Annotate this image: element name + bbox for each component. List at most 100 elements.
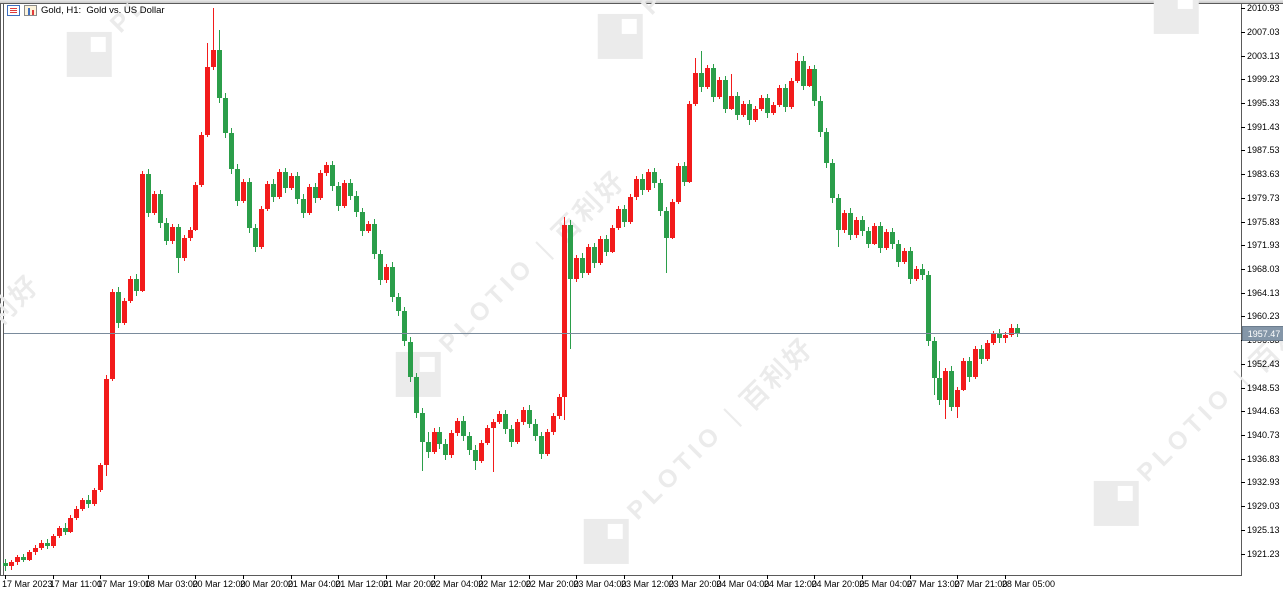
- time-axis-label: 27 Mar 13:00: [906, 579, 960, 589]
- price-axis-label: 2003.13: [1247, 50, 1280, 61]
- window-left-edge: [0, 3, 1, 576]
- candle-body: [914, 268, 919, 279]
- price-axis-tick: [1241, 55, 1245, 57]
- plot-left-border: [3, 3, 4, 576]
- price-axis-tick: [1241, 102, 1245, 104]
- candle-body: [973, 349, 978, 377]
- price-axis-tick: [1241, 31, 1245, 33]
- time-axis-label: 22 Mar 12:00: [478, 579, 532, 589]
- chart-list-icon[interactable]: [7, 5, 20, 16]
- candle-body: [932, 340, 937, 378]
- price-axis-tick: [1241, 174, 1245, 176]
- price-axis-tick: [1241, 411, 1245, 413]
- candle-body: [771, 104, 776, 113]
- price-axis-label: 1932.93: [1247, 477, 1280, 488]
- candle-body: [920, 268, 925, 276]
- watermark-brand-en: PLOTIO: [433, 251, 541, 358]
- plotio-logo-icon: [583, 518, 629, 564]
- price-axis-line[interactable]: [1241, 3, 1242, 576]
- price-axis-label: 1929.03: [1247, 501, 1280, 512]
- candle-body: [324, 165, 329, 174]
- candle-body: [57, 528, 62, 537]
- candle-body: [182, 238, 187, 259]
- candle-wick: [213, 8, 214, 70]
- time-axis-tick: [52, 575, 54, 579]
- price-axis-tick: [1241, 197, 1245, 199]
- price-axis-label: 1983.63: [1247, 169, 1280, 180]
- candle-body: [824, 132, 829, 164]
- time-axis-tick: [671, 575, 673, 579]
- plotio-logo-icon: [1153, 0, 1199, 34]
- watermark-separator: |: [717, 402, 744, 429]
- candle-body: [229, 132, 234, 169]
- candle-body: [545, 432, 550, 454]
- candle-body: [896, 244, 901, 262]
- time-axis-tick: [195, 575, 197, 579]
- candle-body: [3, 563, 8, 566]
- candle-body: [979, 349, 984, 360]
- price-axis-label: 1968.03: [1247, 263, 1280, 274]
- candle-body: [307, 187, 312, 214]
- time-axis-tick: [243, 575, 245, 579]
- time-axis-label: 22 Mar 04:00: [430, 579, 484, 589]
- price-axis-label: 1948.53: [1247, 382, 1280, 393]
- candle-body: [670, 202, 675, 238]
- price-axis-label: 1999.23: [1247, 74, 1280, 85]
- time-axis-tick: [147, 575, 149, 579]
- watermark-separator: |: [529, 235, 556, 262]
- current-price-badge: 1957.47: [1242, 326, 1283, 342]
- candle-body: [1009, 327, 1014, 336]
- price-axis-tick: [1241, 553, 1245, 555]
- watermark-brand-en: PLOTIO: [621, 418, 729, 525]
- time-axis-line[interactable]: [0, 575, 1242, 576]
- candle-body: [687, 104, 692, 182]
- price-axis-tick: [1241, 126, 1245, 128]
- plotio-watermark: PLOTIO|百利好: [0, 261, 49, 510]
- plotio-logo-icon: [597, 13, 643, 59]
- time-axis-label: 22 Mar 20:00: [525, 579, 579, 589]
- candle-body: [699, 73, 704, 88]
- candle-body: [277, 172, 282, 197]
- candle-body: [676, 166, 681, 203]
- candle-body: [33, 547, 38, 552]
- candle-body: [426, 441, 431, 452]
- candle-body: [682, 166, 687, 182]
- candle-body: [455, 420, 460, 434]
- candle-body: [408, 341, 413, 378]
- price-axis-tick: [1241, 363, 1245, 365]
- price-axis-tick: [1241, 482, 1245, 484]
- time-axis-label: 24 Mar 20:00: [811, 579, 865, 589]
- candle-body: [830, 163, 835, 198]
- candle-body: [265, 184, 270, 209]
- window-top-edge: [0, 0, 1283, 3]
- candle-body: [693, 73, 698, 105]
- candle-body: [586, 247, 591, 274]
- watermark-brand-en: PLOTIO: [1131, 380, 1239, 487]
- candle-body: [967, 360, 972, 377]
- candlestick-chart-icon[interactable]: [24, 5, 37, 16]
- candle-body: [205, 66, 210, 136]
- candle-body: [854, 219, 859, 236]
- candle-body: [902, 250, 907, 262]
- candle-body: [104, 378, 109, 465]
- symbol-title: Gold, H1: Gold vs. US Dollar: [41, 5, 165, 16]
- candle-body: [473, 449, 478, 462]
- plotio-watermark: PLOTIO|百利好: [574, 324, 823, 573]
- time-axis-tick: [1004, 575, 1006, 579]
- candle-body: [27, 551, 32, 560]
- candle-body: [283, 172, 288, 188]
- time-axis-tick: [528, 575, 530, 579]
- candle-body: [765, 98, 770, 113]
- candle-body: [890, 232, 895, 245]
- candle-body: [491, 421, 496, 428]
- candle-body: [1003, 335, 1008, 339]
- time-axis-label: 23 Mar 12:00: [621, 579, 675, 589]
- candle-body: [68, 517, 73, 532]
- candle-body: [741, 103, 746, 115]
- candle-body: [432, 431, 437, 452]
- price-axis-label: 1971.93: [1247, 240, 1280, 251]
- time-axis-label: 20 Mar 12:00: [192, 579, 246, 589]
- candle-body: [92, 490, 97, 505]
- price-axis-tick: [1241, 268, 1245, 270]
- candle-body: [241, 181, 246, 202]
